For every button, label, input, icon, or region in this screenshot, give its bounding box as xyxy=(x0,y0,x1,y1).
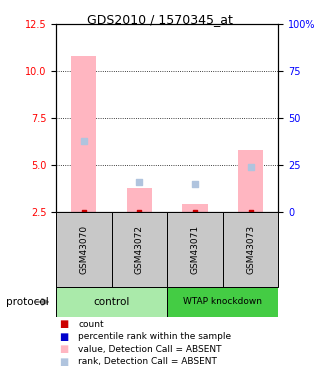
Text: value, Detection Call = ABSENT: value, Detection Call = ABSENT xyxy=(78,345,222,354)
Bar xyxy=(112,212,167,287)
Point xyxy=(81,209,86,215)
Bar xyxy=(223,212,278,287)
Bar xyxy=(56,212,112,287)
Point xyxy=(248,164,253,170)
Text: control: control xyxy=(93,297,130,307)
Text: percentile rank within the sample: percentile rank within the sample xyxy=(78,332,232,341)
Point xyxy=(137,179,142,185)
Text: count: count xyxy=(78,320,104,329)
Bar xyxy=(167,287,278,317)
Text: GSM43073: GSM43073 xyxy=(246,225,255,274)
Point xyxy=(248,209,253,215)
Bar xyxy=(56,287,167,317)
Bar xyxy=(167,212,223,287)
Text: GSM43070: GSM43070 xyxy=(79,225,88,274)
Text: ■: ■ xyxy=(59,320,68,329)
Text: rank, Detection Call = ABSENT: rank, Detection Call = ABSENT xyxy=(78,357,217,366)
Bar xyxy=(127,188,152,212)
Bar xyxy=(182,204,207,212)
Point xyxy=(192,209,197,215)
Point xyxy=(81,138,86,144)
Text: WTAP knockdown: WTAP knockdown xyxy=(183,297,262,306)
Text: GSM43072: GSM43072 xyxy=(135,225,144,274)
Text: GDS2010 / 1570345_at: GDS2010 / 1570345_at xyxy=(87,13,233,26)
Text: ■: ■ xyxy=(59,332,68,342)
Text: ■: ■ xyxy=(59,357,68,366)
Point xyxy=(137,209,142,215)
Point xyxy=(192,181,197,187)
Bar xyxy=(238,150,263,212)
Text: ■: ■ xyxy=(59,344,68,354)
Text: protocol: protocol xyxy=(6,297,49,307)
Text: GSM43071: GSM43071 xyxy=(190,225,199,274)
Bar xyxy=(71,56,96,212)
